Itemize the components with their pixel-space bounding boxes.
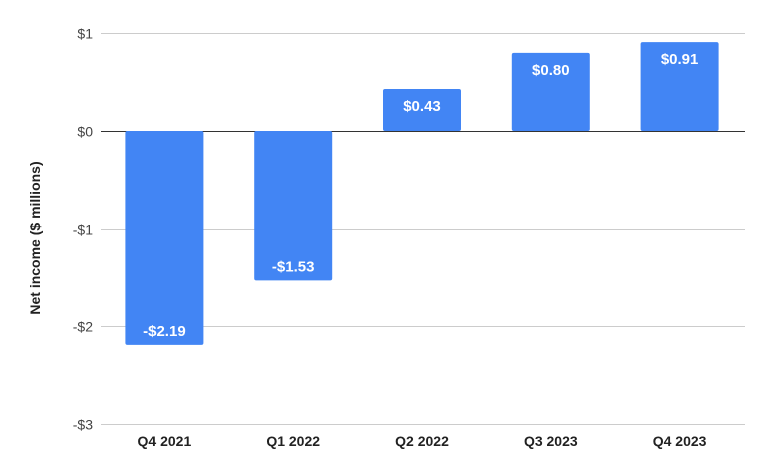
y-tick-label: $0 [77, 124, 93, 140]
y-tick-label: -$3 [73, 417, 93, 433]
y-tick-label: $1 [77, 26, 93, 42]
data-label: $0.80 [532, 62, 570, 79]
x-tick-label: Q2 2022 [395, 433, 449, 449]
bars: -$2.19 Q4 2021 -$1.53 Q1 2022 $0.43 Q2 2022 $0… [125, 42, 719, 449]
x-tick-label: Q3 2023 [524, 433, 578, 449]
x-tick-label: Q4 2023 [653, 433, 707, 449]
bar-q3-2023 [511, 52, 590, 131]
gridlines: $1 $0 -$1 -$2 -$3 [73, 26, 745, 433]
data-label: $0.43 [403, 98, 441, 115]
data-label: -$2.19 [143, 323, 186, 340]
x-tick-label: Q4 2021 [138, 433, 192, 449]
x-tick-label: Q1 2022 [266, 433, 320, 449]
y-tick-label: -$2 [73, 319, 93, 335]
bar-q1-2022 [254, 130, 333, 281]
data-label: -$1.53 [272, 258, 315, 275]
y-axis-label: Net income ($ millions) [27, 161, 43, 314]
y-tick-label: -$1 [73, 222, 93, 238]
bar-q2-2022 [383, 88, 461, 131]
bar-q4-2021 [125, 130, 204, 345]
data-label: $0.91 [661, 51, 699, 68]
bar-q4-2023 [640, 42, 719, 131]
